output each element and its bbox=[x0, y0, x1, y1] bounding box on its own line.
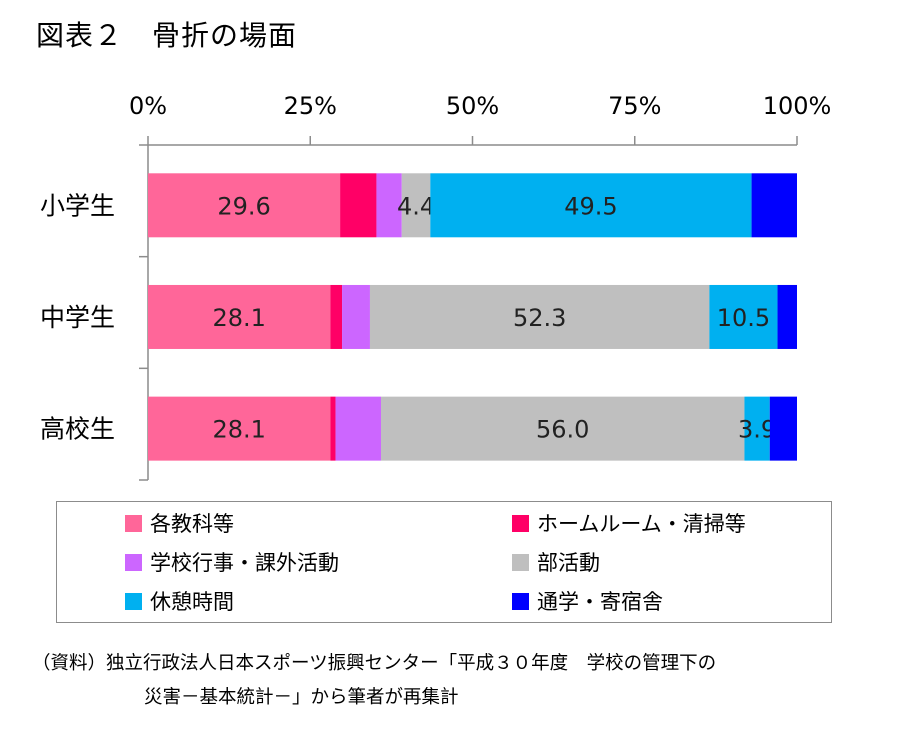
data-label: 10.5 bbox=[717, 304, 770, 332]
legend-label: ホームルーム・清掃等 bbox=[537, 512, 746, 536]
x-tick-label: 0% bbox=[129, 92, 167, 120]
legend-swatch bbox=[125, 514, 142, 532]
category-label: 高校生 bbox=[40, 415, 115, 444]
bar-segment bbox=[769, 396, 797, 461]
x-tick-label: 25% bbox=[284, 92, 337, 120]
legend-item: 学校行事・課外活動 bbox=[125, 547, 339, 577]
data-label: 28.1 bbox=[212, 416, 265, 444]
legend: 各教科等 ホームルーム・清掃等学校行事・課外活動 部活動休憩時間 通学・寄宿舎 bbox=[56, 501, 832, 623]
legend-swatch bbox=[512, 553, 529, 571]
bar-segment bbox=[369, 284, 710, 349]
bar-segment bbox=[401, 173, 431, 238]
source-note: （資料）独立行政法人日本スポーツ振興センター「平成３０年度 学校の管理下の 災害… bbox=[32, 647, 716, 715]
bar-segment bbox=[148, 173, 341, 238]
legend-swatch bbox=[125, 592, 142, 610]
legend-swatch bbox=[512, 514, 529, 532]
legend-swatch bbox=[125, 553, 142, 571]
data-label: 28.1 bbox=[212, 304, 265, 332]
legend-label: 各教科等 bbox=[150, 512, 234, 536]
source-line-2: 災害－基本統計－」から筆者が再集計 bbox=[144, 687, 459, 708]
bar-segment bbox=[751, 173, 797, 238]
x-tick-label: 75% bbox=[608, 92, 661, 120]
bar-segment bbox=[777, 284, 797, 349]
bar-segment bbox=[340, 173, 377, 238]
data-label: 29.6 bbox=[217, 192, 270, 220]
bar-segment bbox=[376, 173, 402, 238]
stacked-bar-chart: 0% 25% 50% 75% 100% 小学生 29.6 4.4 49.5 中学生 28.1 52.3… bbox=[40, 92, 832, 481]
bar-segment bbox=[744, 396, 770, 461]
bar-segment bbox=[380, 396, 745, 461]
data-label: 49.5 bbox=[564, 192, 617, 220]
bar-segment bbox=[148, 284, 331, 349]
x-tick-label: 50% bbox=[446, 92, 499, 120]
source-line-1: （資料）独立行政法人日本スポーツ振興センター「平成３０年度 学校の管理下の bbox=[32, 653, 717, 674]
legend-label: 部活動 bbox=[537, 551, 600, 575]
legend-item: ホームルーム・清掃等 bbox=[512, 508, 746, 538]
legend-label: 休憩時間 bbox=[150, 590, 234, 614]
x-tick-label: 100% bbox=[763, 92, 832, 120]
legend-label: 学校行事・課外活動 bbox=[150, 551, 339, 575]
legend-item: 休憩時間 bbox=[125, 586, 234, 616]
data-label: 52.3 bbox=[513, 304, 566, 332]
legend-item: 各教科等 bbox=[125, 508, 234, 538]
bar-segment bbox=[330, 396, 336, 461]
legend-item: 部活動 bbox=[512, 547, 600, 577]
bar-segment bbox=[342, 284, 370, 349]
legend-swatch bbox=[512, 592, 529, 610]
data-label: 4.4 bbox=[397, 192, 435, 220]
category-label: 小学生 bbox=[40, 191, 115, 220]
bar-segment bbox=[148, 396, 331, 461]
category-label: 中学生 bbox=[40, 303, 115, 332]
bar-segment bbox=[330, 284, 343, 349]
bar-segment bbox=[709, 284, 778, 349]
bar-segment bbox=[430, 173, 752, 238]
legend-label: 通学・寄宿舎 bbox=[537, 590, 663, 614]
data-label: 56.0 bbox=[536, 416, 589, 444]
chart-title: 図表２ 骨折の場面 bbox=[36, 19, 298, 52]
legend-item: 通学・寄宿舎 bbox=[512, 586, 663, 616]
bar-segment bbox=[335, 396, 381, 461]
